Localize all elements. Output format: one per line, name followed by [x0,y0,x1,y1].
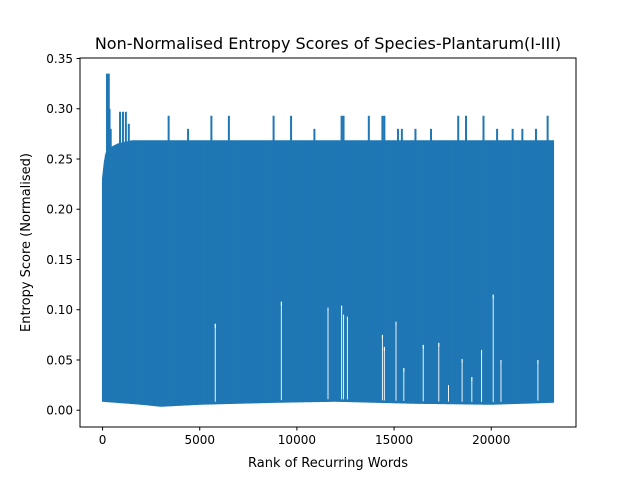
x-tick-label: 5000 [184,433,215,447]
x-axis-label: Rank of Recurring Words [248,456,408,471]
x-tick-label: 15000 [375,433,413,447]
chart-title: Non-Normalised Entropy Scores of Species… [95,34,561,53]
axes-frame [79,57,577,428]
x-axis: 0 5000 10000 15000 20000 [99,427,510,447]
y-tick-label: 0.10 [46,303,73,317]
y-tick-label: 0.25 [46,152,73,166]
x-tick-label: 10000 [278,433,316,447]
x-tick-label: 20000 [472,433,510,447]
y-tick-label: 0.30 [46,102,73,116]
y-tick-label: 0.35 [46,52,73,66]
x-tick-label: 0 [99,433,107,447]
y-tick-label: 0.00 [46,404,73,418]
y-tick-label: 0.15 [46,253,73,267]
y-axis: 0.00 0.05 0.10 0.15 0.20 0.25 0.30 0.35 [46,52,80,418]
y-tick-label: 0.20 [46,203,73,217]
plot-area [101,73,555,407]
y-axis-label: Entropy Score (Normalised) [19,153,34,332]
y-tick-label: 0.05 [46,353,73,367]
